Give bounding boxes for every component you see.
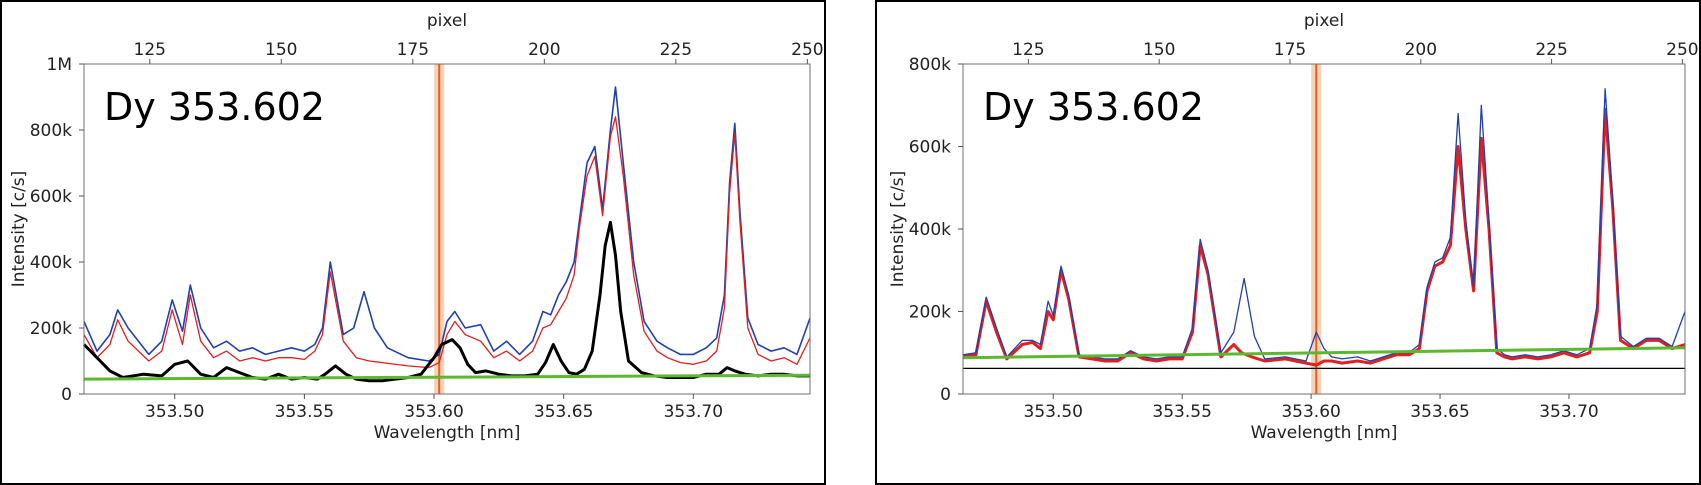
- plot-area: [962, 63, 1686, 395]
- y-tick-label: 200k: [30, 319, 72, 339]
- chart-annotation: Dy 353.602: [983, 85, 1204, 129]
- x-axis-title: Wavelength [nm]: [374, 423, 521, 443]
- y-tick-label: 0: [61, 385, 72, 405]
- x-tick-label: 353.65: [534, 402, 593, 422]
- x-tick-label: 353.50: [1024, 402, 1083, 422]
- x-tick-label: 353.60: [404, 402, 463, 422]
- series-line-green: [83, 373, 811, 381]
- x-tick-label: 353.70: [664, 402, 723, 422]
- x-tick-label: 353.65: [1410, 402, 1469, 422]
- x2-tick-label: 250: [791, 40, 823, 60]
- chart-left: 353.50 353.55 353.60 353.65 353.70 125 150 175 2…: [9, 11, 824, 443]
- plot-frame: [83, 63, 811, 395]
- series-line-blue: [83, 86, 811, 362]
- y-tick-label: 400k: [909, 220, 951, 240]
- x2-axis-title: pixel: [1304, 11, 1344, 31]
- x2-tick-label: 150: [1143, 40, 1175, 60]
- y-axis-title: Intensity [c/s]: [9, 171, 29, 288]
- y-axis-title: Intensity [c/s]: [888, 171, 908, 288]
- y-tick-label: 800k: [909, 55, 951, 75]
- y-tick-label: 600k: [30, 187, 72, 207]
- series-line-blue: [962, 88, 1686, 362]
- x2-tick-label: 175: [1274, 40, 1306, 60]
- series-line-red: [83, 116, 811, 369]
- chart-panel-right: 353.50 353.55 353.60 353.65 353.70 125 150 175 2…: [875, 0, 1701, 485]
- y-tick-label: 1M: [47, 55, 72, 75]
- x2-tick-label: 125: [134, 40, 166, 60]
- x-tick-label: 353.55: [1152, 402, 1211, 422]
- x2-tick-label: 225: [660, 40, 692, 60]
- x2-tick-label: 250: [1666, 40, 1698, 60]
- y-tick-label: 400k: [30, 253, 72, 273]
- x-tick-label: 353.70: [1539, 402, 1598, 422]
- series-line-green: [962, 346, 1686, 360]
- x-tick-label: 353.60: [1281, 402, 1340, 422]
- x2-tick-label: 175: [397, 40, 429, 60]
- x2-tick-label: 225: [1535, 40, 1567, 60]
- x-tick-label: 353.55: [275, 402, 334, 422]
- y-tick-label: 200k: [909, 303, 951, 323]
- series-line-black: [82, 220, 810, 383]
- x2-axis-title: pixel: [427, 11, 467, 31]
- x-axis-title: Wavelength [nm]: [1251, 423, 1398, 443]
- series-group: [962, 88, 1686, 370]
- x2-tick-label: 200: [528, 40, 560, 60]
- chart-right: 353.50 353.55 353.60 353.65 353.70 125 150 175 2…: [888, 11, 1699, 443]
- x2-tick-label: 200: [1405, 40, 1437, 60]
- y-tick-label: 0: [940, 385, 951, 405]
- series-group: [82, 86, 811, 383]
- x-tick-label: 353.50: [145, 402, 204, 422]
- x2-tick-label: 125: [1012, 40, 1044, 60]
- y-tick-label: 800k: [30, 121, 72, 141]
- chart-annotation: Dy 353.602: [104, 85, 325, 129]
- plot-area: [83, 63, 811, 395]
- chart-panel-left: 353.50 353.55 353.60 353.65 353.70 125 150 175 2…: [0, 0, 826, 485]
- x2-tick-label: 150: [265, 40, 297, 60]
- y-tick-label: 600k: [909, 138, 951, 158]
